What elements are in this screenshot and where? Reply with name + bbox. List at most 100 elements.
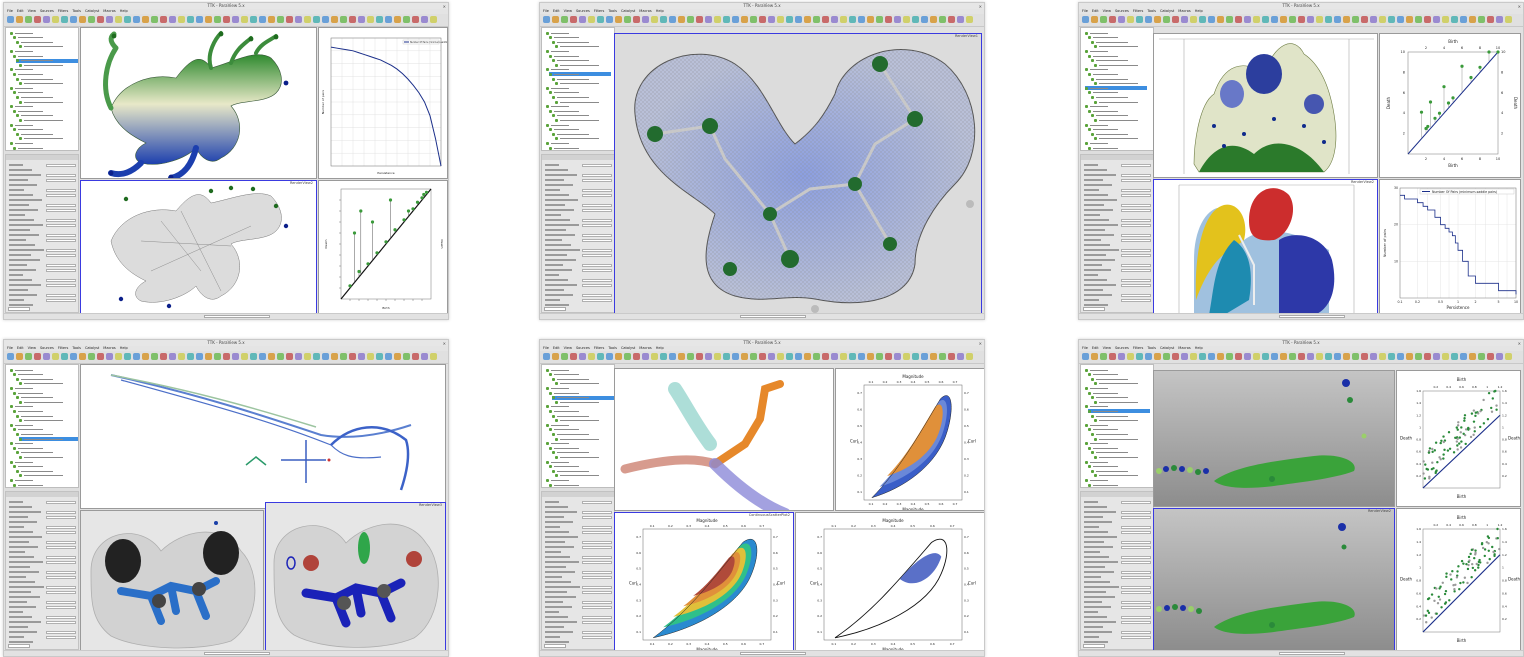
toolbar-button[interactable] [669, 353, 676, 360]
property-field[interactable] [582, 283, 612, 287]
property-field[interactable] [46, 540, 76, 544]
toolbar-button[interactable] [286, 353, 293, 360]
toolbar-button[interactable] [1316, 353, 1323, 360]
eye-icon[interactable] [13, 446, 16, 450]
menu-edit[interactable]: Edit [552, 346, 560, 350]
pipeline-item[interactable] [549, 54, 611, 58]
toolbar-button[interactable] [250, 16, 257, 23]
eye-icon[interactable] [16, 40, 19, 44]
eye-icon[interactable] [16, 469, 19, 473]
pipeline-item[interactable] [1094, 63, 1153, 67]
toolbar-button[interactable] [1244, 16, 1251, 23]
eye-icon[interactable] [19, 400, 22, 404]
eye-icon[interactable] [1088, 428, 1091, 432]
pipeline-item[interactable] [1091, 377, 1153, 381]
toolbar-button[interactable] [1505, 353, 1512, 360]
toolbar-button[interactable] [97, 16, 104, 23]
eye-icon[interactable] [16, 414, 19, 418]
toolbar-button[interactable] [723, 16, 730, 23]
pipeline-item[interactable] [19, 63, 78, 67]
property-field[interactable] [46, 585, 76, 589]
pipeline-item[interactable] [1094, 400, 1153, 404]
apply-button[interactable] [8, 644, 30, 648]
render-view-terrain-bottom[interactable]: RenderView2 [1153, 179, 1378, 314]
property-field[interactable] [582, 540, 612, 544]
toolbar-button[interactable] [579, 16, 586, 23]
eye-icon[interactable] [1091, 132, 1094, 136]
menu-file[interactable]: File [1082, 346, 1088, 350]
toolbar-button[interactable] [930, 353, 937, 360]
pipeline-item[interactable] [1091, 396, 1153, 400]
toolbar-button[interactable] [1505, 16, 1512, 23]
toolbar-button[interactable] [1127, 353, 1134, 360]
eye-icon[interactable] [19, 455, 22, 459]
pipeline-item[interactable] [555, 45, 614, 49]
pipeline-item[interactable] [19, 400, 78, 404]
pipeline-item[interactable] [1088, 428, 1150, 432]
menu-macros[interactable]: Macros [639, 9, 652, 13]
toolbar-button[interactable] [34, 16, 41, 23]
pipeline-item[interactable] [552, 95, 614, 99]
property-field[interactable] [1121, 615, 1151, 619]
eye-icon[interactable] [1094, 400, 1097, 404]
toolbar-button[interactable] [921, 16, 928, 23]
toolbar-button[interactable] [79, 353, 86, 360]
chart-view-persistence-diagram[interactable]: Birth Death Death [318, 180, 448, 314]
pipeline-item[interactable] [10, 405, 72, 409]
chart-view-csp-bottom-right[interactable]: 0.1 0.1 0.1 0.1 0.2 0.2 0.2 0.2 0.3 0.3 0.3 0.3 0.4 0… [795, 512, 984, 651]
eye-icon[interactable] [555, 100, 558, 104]
pipeline-item[interactable] [1094, 382, 1153, 386]
eye-icon[interactable] [1088, 409, 1091, 413]
property-field[interactable] [582, 163, 612, 167]
toolbar-button[interactable] [1280, 16, 1287, 23]
toolbar-button[interactable] [1082, 353, 1089, 360]
toolbar-button[interactable] [651, 16, 658, 23]
toolbar-button[interactable] [205, 16, 212, 23]
toolbar-button[interactable] [813, 353, 820, 360]
eye-icon[interactable] [19, 382, 22, 386]
toolbar-button[interactable] [588, 353, 595, 360]
property-field[interactable] [46, 525, 76, 529]
toolbar-button[interactable] [705, 353, 712, 360]
toolbar-button[interactable] [259, 16, 266, 23]
property-field[interactable] [46, 298, 76, 302]
pipeline-item[interactable] [1085, 368, 1147, 372]
property-field[interactable] [582, 575, 612, 579]
toolbar-button[interactable] [732, 16, 739, 23]
toolbar-button[interactable] [741, 16, 748, 23]
toolbar-button[interactable] [696, 353, 703, 360]
pipeline-item[interactable] [16, 451, 78, 455]
property-field[interactable] [46, 545, 76, 549]
eye-icon[interactable] [10, 478, 13, 482]
pipeline-item[interactable] [546, 86, 608, 90]
toolbar-button[interactable] [1307, 353, 1314, 360]
pipeline-item[interactable] [549, 428, 611, 432]
toolbar-button[interactable] [777, 353, 784, 360]
menu-catalyst[interactable]: Catalyst [620, 9, 636, 13]
toolbar-button[interactable] [322, 353, 329, 360]
eye-icon[interactable] [13, 72, 16, 76]
eye-icon[interactable] [1085, 478, 1088, 482]
toolbar-button[interactable] [660, 353, 667, 360]
eye-icon[interactable] [1094, 437, 1097, 441]
eye-icon[interactable] [552, 40, 555, 44]
pipeline-item[interactable] [549, 146, 611, 150]
toolbar-button[interactable] [957, 16, 964, 23]
pipeline-item[interactable] [13, 36, 75, 40]
toolbar-button[interactable] [1433, 353, 1440, 360]
eye-icon[interactable] [549, 446, 552, 450]
property-field[interactable] [46, 500, 76, 504]
eye-icon[interactable] [16, 59, 19, 63]
property-field[interactable] [582, 253, 612, 257]
toolbar-button[interactable] [1370, 16, 1377, 23]
toolbar-button[interactable] [1442, 353, 1449, 360]
toolbar-button[interactable] [1451, 16, 1458, 23]
property-field[interactable] [1121, 193, 1151, 197]
eye-icon[interactable] [1085, 442, 1088, 446]
property-field[interactable] [46, 278, 76, 282]
toolbar-button[interactable] [412, 16, 419, 23]
render-view-dragon-top[interactable] [80, 27, 317, 179]
property-field[interactable] [46, 283, 76, 287]
pipeline-item[interactable] [16, 95, 78, 99]
eye-icon[interactable] [552, 59, 555, 63]
